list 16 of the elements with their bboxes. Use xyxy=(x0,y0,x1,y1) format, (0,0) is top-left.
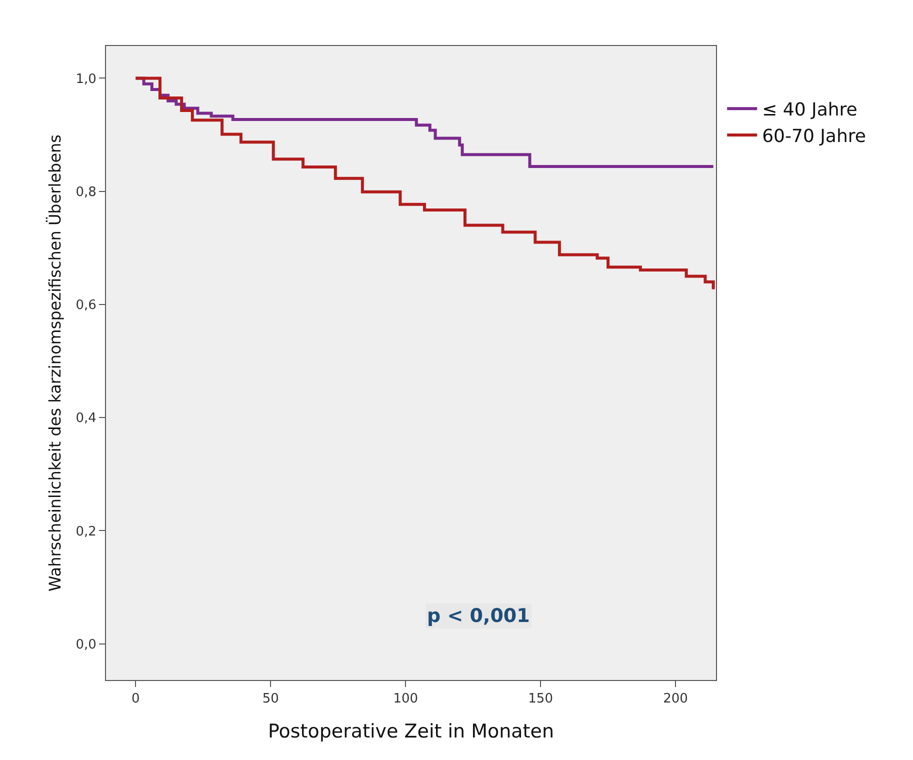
x-tick-label: 0 xyxy=(132,692,140,707)
x-axis-title: Postoperative Zeit in Monaten xyxy=(268,720,554,742)
y-axis-title: Wahrscheinlichkeit des karzinomspezifischen Überlebens xyxy=(46,134,65,592)
y-tick-label: 0,8 xyxy=(76,184,96,200)
y-tick-label: 0,6 xyxy=(76,298,96,314)
y-tick-label: 0,4 xyxy=(76,411,96,426)
y-tick-label: 0,0 xyxy=(76,637,96,652)
y-tick-label: 1,0 xyxy=(76,72,96,87)
legend-label: 60-70 Jahre xyxy=(762,126,866,147)
x-tick-label: 100 xyxy=(393,692,418,707)
y-tick-label: 0,2 xyxy=(76,524,96,540)
annotation: p < 0,001 xyxy=(427,605,530,627)
x-tick-label: 150 xyxy=(528,692,553,707)
x-tick-label: 50 xyxy=(262,692,279,707)
x-tick-label: 200 xyxy=(663,692,688,707)
legend-label: ≤ 40 Jahre xyxy=(762,100,858,121)
